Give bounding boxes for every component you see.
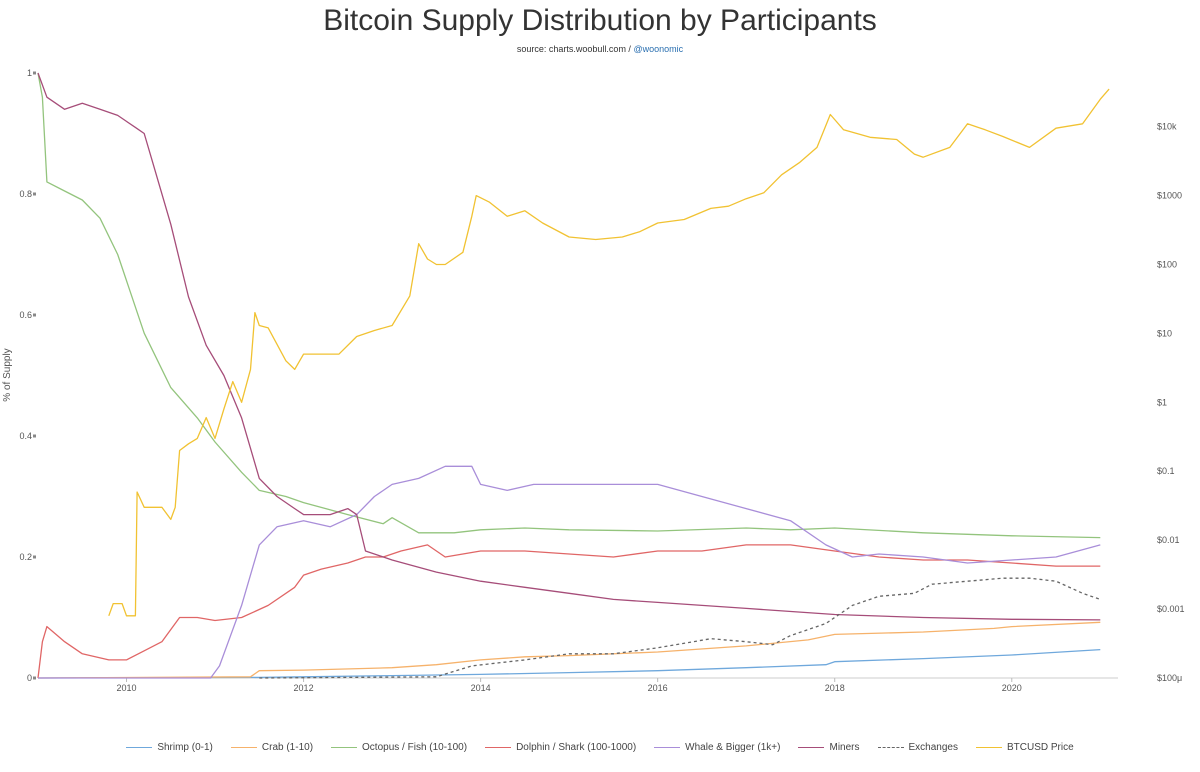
y2-tick-label: $10k bbox=[1157, 122, 1177, 132]
x-tick-label: 2020 bbox=[1002, 683, 1022, 693]
legend-item-dolphin-shark-100-1000[interactable]: Dolphin / Shark (100-1000) bbox=[485, 742, 636, 753]
y2-tick-label: $0.001 bbox=[1157, 604, 1185, 614]
y-tick-label: 0 bbox=[27, 673, 32, 683]
legend-item-exchanges[interactable]: Exchanges bbox=[877, 742, 958, 753]
legend-swatch bbox=[877, 747, 904, 748]
legend-swatch bbox=[798, 747, 825, 748]
series-line-octopus-fish-10-100 bbox=[37, 72, 1101, 539]
y-tick-mark bbox=[33, 555, 36, 559]
legend-label: Crab (1-10) bbox=[261, 742, 314, 753]
y-axis-label: % of Supply bbox=[2, 348, 13, 401]
legend-swatch bbox=[485, 747, 512, 748]
legend-label: Exchanges bbox=[908, 742, 958, 753]
source-link[interactable]: @woonomic bbox=[633, 44, 684, 54]
y2-tick-label: $10 bbox=[1157, 328, 1172, 338]
legend-swatch bbox=[975, 747, 1002, 748]
x-tick-label: 2016 bbox=[648, 683, 668, 693]
x-tick-label: 2010 bbox=[117, 683, 137, 693]
source-label: source: charts.woobull.com / bbox=[516, 44, 634, 54]
y-tick-label: 0.2 bbox=[19, 552, 32, 562]
y2-tick-label: $1000 bbox=[1157, 191, 1182, 201]
chart-axes: 0 0.2 0.4 0.6 0.8 1 2010 2012 2014 2016 2018 2020 $1… bbox=[19, 68, 1184, 693]
legend-label: Dolphin / Shark (100-1000) bbox=[516, 742, 637, 753]
y-tick-mark bbox=[33, 71, 36, 75]
x-tick-label: 2014 bbox=[471, 683, 491, 693]
legend-item-whale-bigger-1k[interactable]: Whale & Bigger (1k+) bbox=[654, 742, 780, 753]
legend-item-octopus-fish-10-100[interactable]: Octopus / Fish (10-100) bbox=[331, 742, 467, 753]
legend-label: Octopus / Fish (10-100) bbox=[362, 742, 468, 753]
y-tick-mark bbox=[33, 676, 36, 680]
legend-label: Miners bbox=[829, 742, 860, 753]
series-line-btcusd-price bbox=[108, 88, 1110, 617]
chart-subtitle: source: charts.woobull.com / @woonomic bbox=[0, 44, 1200, 54]
series-line-crab-1-10 bbox=[37, 621, 1101, 679]
legend-swatch bbox=[654, 747, 681, 748]
y2-tick-label: $0.1 bbox=[1157, 466, 1175, 476]
y2-tick-label: $0.01 bbox=[1157, 535, 1180, 545]
y-tick-label: 0.8 bbox=[19, 189, 32, 199]
x-tick-label: 2018 bbox=[825, 683, 845, 693]
series-line-dolphin-shark-100-1000 bbox=[37, 544, 1101, 679]
legend-swatch bbox=[230, 747, 257, 748]
legend-item-shrimp-0-1[interactable]: Shrimp (0-1) bbox=[126, 742, 213, 753]
y2-tick-label: $100μ bbox=[1157, 673, 1182, 683]
y2-tick-label: $100 bbox=[1157, 259, 1177, 269]
chart-canvas: 0 0.2 0.4 0.6 0.8 1 2010 2012 2014 2016 2018 2020 $1… bbox=[2, 68, 1185, 693]
chart-legend: Shrimp (0-1) Crab (1-10) Octopus / Fish (1… bbox=[0, 742, 1200, 753]
y-tick-mark bbox=[33, 192, 36, 196]
y-tick-mark bbox=[33, 434, 36, 438]
chart-series-lines bbox=[37, 72, 1110, 679]
y-tick-label: 0.6 bbox=[19, 310, 32, 320]
y-tick-mark bbox=[33, 313, 36, 317]
series-line-miners bbox=[37, 72, 1101, 621]
legend-swatch bbox=[331, 747, 358, 748]
y-tick-label: 0.4 bbox=[19, 431, 32, 441]
legend-swatch bbox=[126, 747, 153, 748]
legend-item-crab-1-10[interactable]: Crab (1-10) bbox=[230, 742, 314, 753]
legend-item-miners[interactable]: Miners bbox=[798, 742, 860, 753]
legend-item-btcusd-price[interactable]: BTCUSD Price bbox=[975, 742, 1074, 753]
legend-label: Whale & Bigger (1k+) bbox=[685, 742, 781, 753]
y2-tick-label: $1 bbox=[1157, 397, 1167, 407]
legend-label: Shrimp (0-1) bbox=[157, 742, 213, 753]
series-line-shrimp-0-1 bbox=[37, 648, 1101, 679]
series-line-whale-bigger-1k bbox=[38, 465, 1101, 679]
legend-label: BTCUSD Price bbox=[1006, 742, 1074, 753]
series-line-exchanges bbox=[259, 577, 1101, 679]
chart-title: Bitcoin Supply Distribution by Participa… bbox=[323, 4, 877, 37]
y-tick-label: 1 bbox=[27, 68, 32, 78]
x-tick-label: 2012 bbox=[294, 683, 314, 693]
